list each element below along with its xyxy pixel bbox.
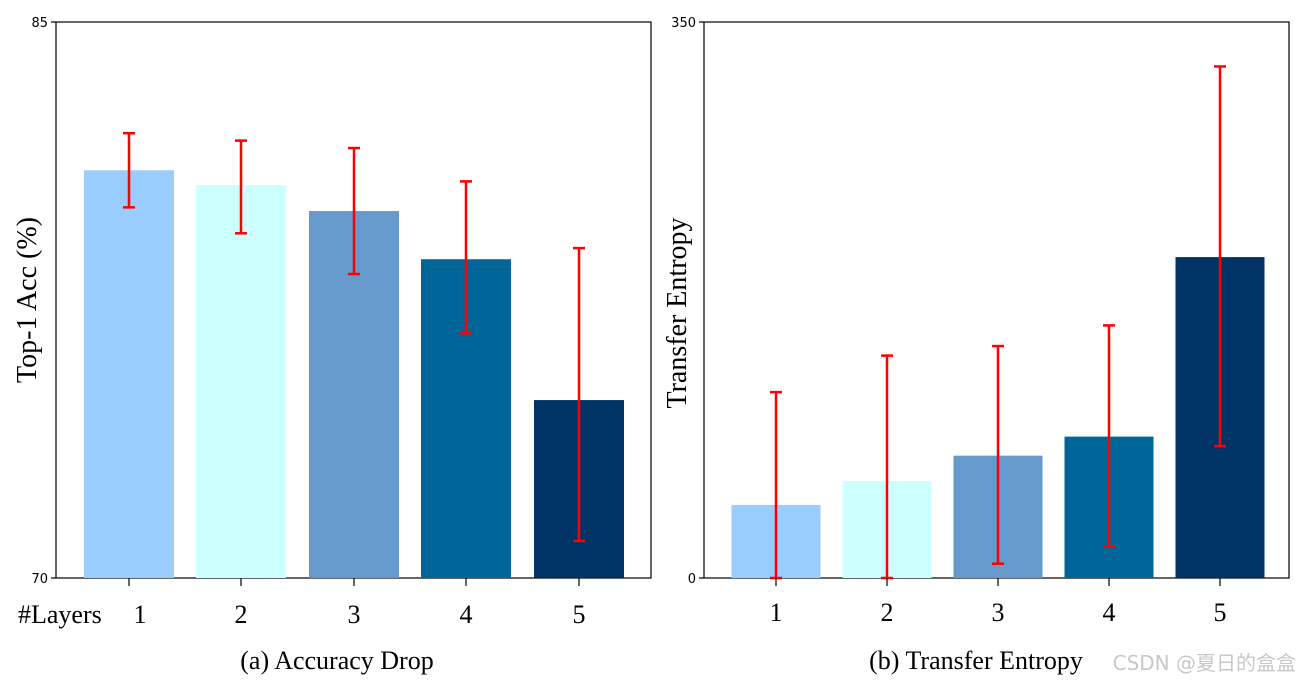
- x-tick-label-b-5: 5: [1214, 598, 1227, 627]
- panel-transfer-entropy: 1 2 3 4 5 350 0 Transfer Entropy (b) Transfe…: [662, 16, 1290, 675]
- error-bar-a-1: [123, 131, 135, 209]
- y-axis-label-a: Top-1 Acc (%): [12, 217, 43, 383]
- caption-b: (b) Transfer Entropy: [869, 646, 1083, 675]
- x-tick-label-b-2: 2: [881, 598, 894, 627]
- error-bar-a-5: [573, 246, 585, 543]
- error-bar-a-3: [348, 146, 360, 276]
- error-bar-a-2: [235, 139, 247, 235]
- y-tick-label-a-max: 85: [31, 16, 48, 31]
- x-tick-label-a-5: 5: [573, 600, 586, 629]
- y-tick-label-b-min: 0: [688, 572, 696, 587]
- x-tick-label-b-4: 4: [1103, 598, 1116, 627]
- x-tick-label-b-3: 3: [992, 598, 1005, 627]
- error-bar-b-3: [992, 344, 1004, 565]
- error-bar-a-4: [460, 180, 472, 335]
- error-bar-b-5: [1214, 65, 1226, 448]
- x-tick-label-a-1: 1: [134, 600, 147, 629]
- y-axis-label-b: Transfer Entropy: [662, 217, 693, 408]
- x-tick-label-b-1: 1: [770, 598, 783, 627]
- bar-a-2: [196, 185, 286, 579]
- y-tick-label-b-max: 350: [671, 16, 696, 31]
- watermark: CSDN @夏日的盒盒: [1113, 651, 1296, 675]
- panel-accuracy-drop: 1 2 3 4 5 85 70 Top-1 Acc (%) #Layers (a) Ac…: [12, 16, 652, 675]
- x-tick-label-a-2: 2: [235, 600, 248, 629]
- error-bar-b-4: [1103, 324, 1115, 548]
- x-tick-label-a-4: 4: [460, 600, 473, 629]
- x-axis-label-a: #Layers: [18, 600, 102, 629]
- bar-a-1: [84, 170, 174, 578]
- caption-a: (a) Accuracy Drop: [240, 646, 433, 675]
- y-tick-label-a-min: 70: [31, 572, 48, 587]
- x-tick-label-a-3: 3: [348, 600, 361, 629]
